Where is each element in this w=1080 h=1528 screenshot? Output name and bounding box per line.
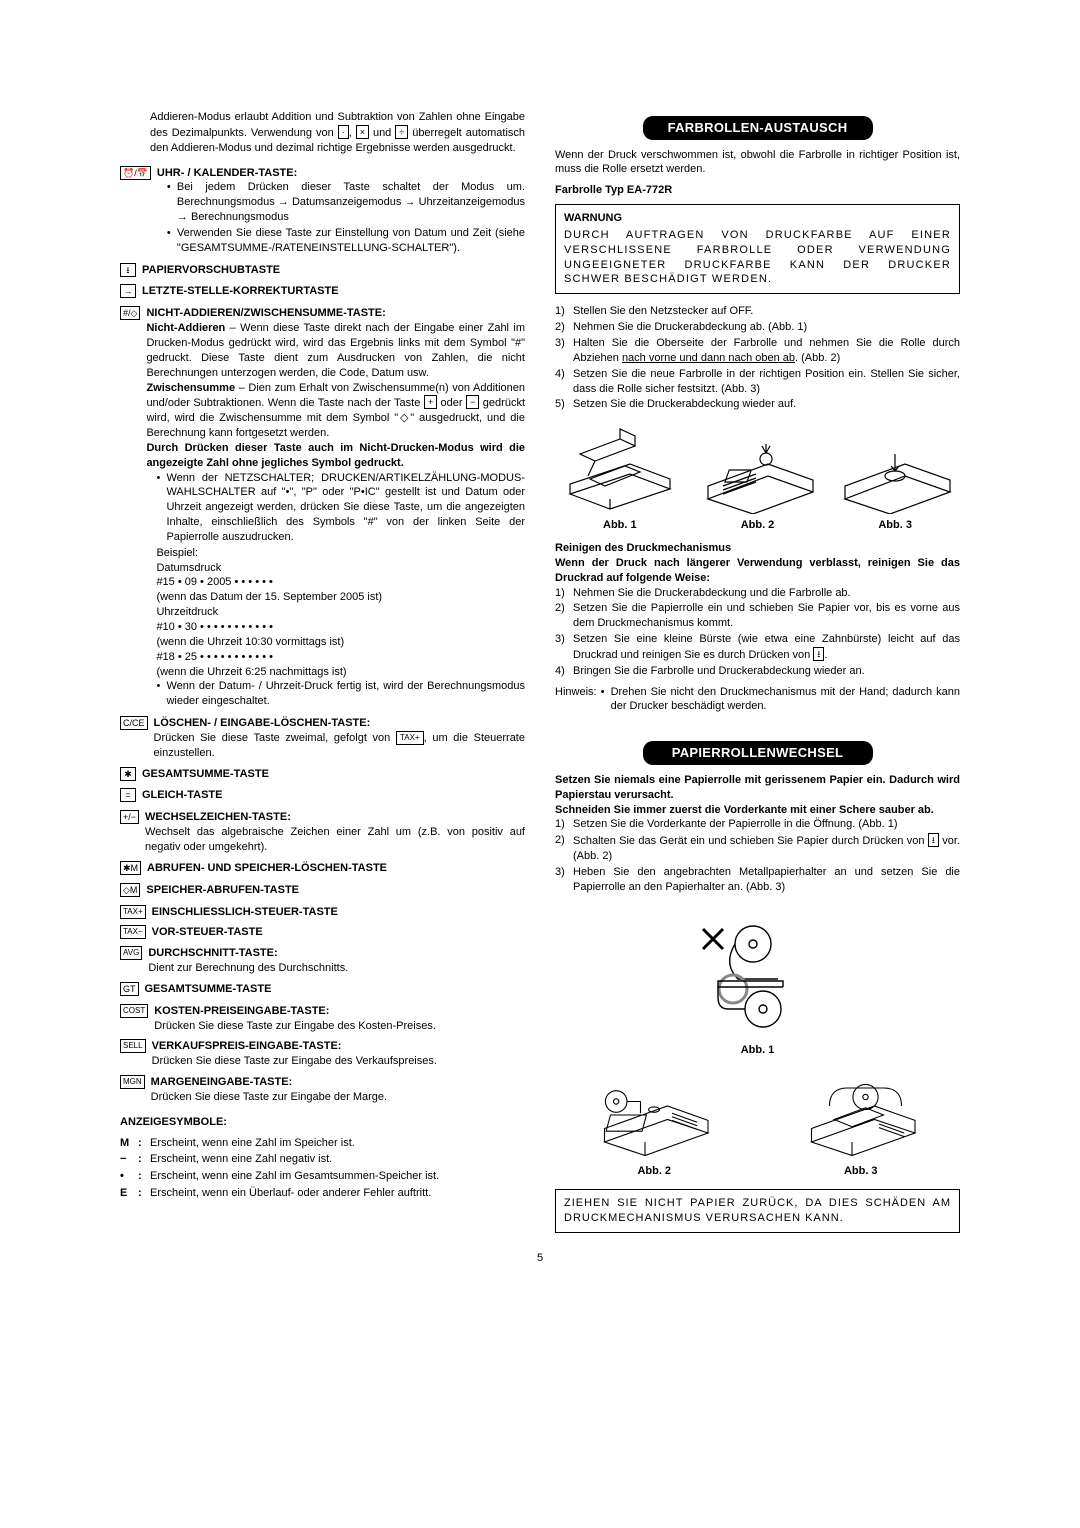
clean-title: Reinigen des Druckmechanismus	[555, 541, 960, 556]
entry-cost: COST KOSTEN-PREISEINGABE-TASTE: Drücken …	[120, 1004, 525, 1034]
entry-gt: GT GESAMTSUMME-TASTE	[120, 982, 525, 998]
key-clock-icon: ⏰/📅	[120, 166, 151, 180]
key-arrow-icon: →	[120, 284, 136, 298]
entry-mem-recall: ◇M SPEICHER-ABRUFEN-TASTE	[120, 883, 525, 899]
entry-sign: +/− WECHSELZEICHEN-TASTE: Wechselt das a…	[120, 810, 525, 855]
right-column: FARBROLLEN-AUSTAUSCH Wenn der Druck vers…	[555, 110, 960, 1233]
symbol-row: −:Erscheint, wenn eine Zahl negativ ist.	[120, 1152, 525, 1167]
entry-title: UHR- / KALENDER-TASTE:	[157, 166, 525, 181]
entry-sell: SELL VERKAUFSPREIS-EINGABE-TASTE: Drücke…	[120, 1039, 525, 1069]
entry-tax-minus: TAX− VOR-STEUER-TASTE	[120, 925, 525, 940]
symbol-row: E:Erscheint, wenn ein Überlauf- oder and…	[120, 1186, 525, 1201]
entry-total: ✱ GESAMTSUMME-TASTE	[120, 767, 525, 783]
entry-clock-calendar: ⏰/📅 UHR- / KALENDER-TASTE: •Bei jedem Dr…	[120, 166, 525, 257]
entry-equal: = GLEICH-TASTE	[120, 788, 525, 804]
entry-tax-plus: TAX+ EINSCHLIESSLICH-STEUER-TASTE	[120, 905, 525, 920]
entry-avg: AVG DURCHSCHNITT-TASTE: Dient zur Berech…	[120, 946, 525, 976]
figure-icon	[693, 424, 823, 514]
entry-mem-recall-clear: ✱M ABRUFEN- UND SPEICHER-LÖSCHEN-TASTE	[120, 861, 525, 877]
entry-clear: C/CE LÖSCHEN- / EINGABE-LÖSCHEN-TASTE: D…	[120, 716, 525, 761]
warning-box: WARNUNG DURCH AUFTRAGEN VON DRUCKFARBE A…	[555, 204, 960, 294]
key-feed-icon: ⭳	[120, 263, 136, 277]
display-symbols-title: ANZEIGESYMBOLE:	[120, 1115, 525, 1130]
pull-paper-warning: ZIEHEN SIE NICHT PAPIER ZURÜCK, DA DIES …	[555, 1189, 960, 1233]
symbol-row: •:Erscheint, wenn eine Zahl im Gesamtsum…	[120, 1169, 525, 1184]
section-header-ink: FARBROLLEN-AUSTAUSCH	[643, 116, 873, 140]
section-header-paper: PAPIERROLLENWECHSEL	[643, 741, 873, 765]
ink-figures: Abb. 1 Abb. 2	[555, 424, 960, 533]
figure-icon	[555, 1070, 754, 1160]
figure-icon	[762, 1070, 961, 1160]
entry-backspace: → LETZTE-STELLE-KORREKTURTASTE	[120, 284, 525, 300]
page-number: 5	[120, 1251, 960, 1266]
symbol-row: M:Erscheint, wenn eine Zahl im Speicher …	[120, 1136, 525, 1151]
figure-icon	[555, 424, 685, 514]
left-column: Addieren-Modus erlaubt Addition und Subt…	[120, 110, 525, 1233]
ink-type: Farbrolle Typ EA-772R	[555, 183, 960, 198]
key-hash-icon: #/◇	[120, 306, 140, 320]
ink-intro: Wenn der Druck verschwommen ist, obwohl …	[555, 148, 960, 178]
hint: Hinweis: •Drehen Sie nicht den Druckmech…	[555, 685, 960, 716]
entry-non-add: #/◇ NICHT-ADDIEREN/ZWISCHENSUMME-TASTE: …	[120, 306, 525, 710]
entry-mgn: MGN MARGENEINGABE-TASTE: Drücken Sie die…	[120, 1075, 525, 1105]
paper-figure-1: Abb. 1	[555, 909, 960, 1059]
figure-icon	[830, 424, 960, 514]
entry-paper-feed: ⭳ PAPIERVORSCHUBTASTE	[120, 263, 525, 279]
paper-figures-23: Abb. 2 Abb. 3	[555, 1070, 960, 1179]
add-mode-intro: Addieren-Modus erlaubt Addition und Subt…	[120, 110, 525, 156]
key-cce-icon: C/CE	[120, 716, 148, 730]
